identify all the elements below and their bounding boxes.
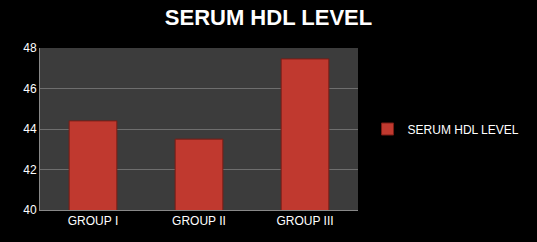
svg-text:SERUM HDL LEVEL: SERUM HDL LEVEL (408, 123, 519, 137)
svg-text:40: 40 (23, 203, 37, 217)
svg-text:SERUM HDL LEVEL: SERUM HDL LEVEL (165, 5, 372, 30)
svg-text:42: 42 (23, 163, 37, 177)
svg-text:48: 48 (23, 41, 37, 55)
svg-text:GROUP III: GROUP III (276, 214, 333, 228)
svg-text:GROUP II: GROUP II (172, 214, 226, 228)
svg-text:44: 44 (23, 122, 37, 136)
svg-text:46: 46 (23, 82, 37, 96)
svg-text:GROUP I: GROUP I (68, 214, 118, 228)
